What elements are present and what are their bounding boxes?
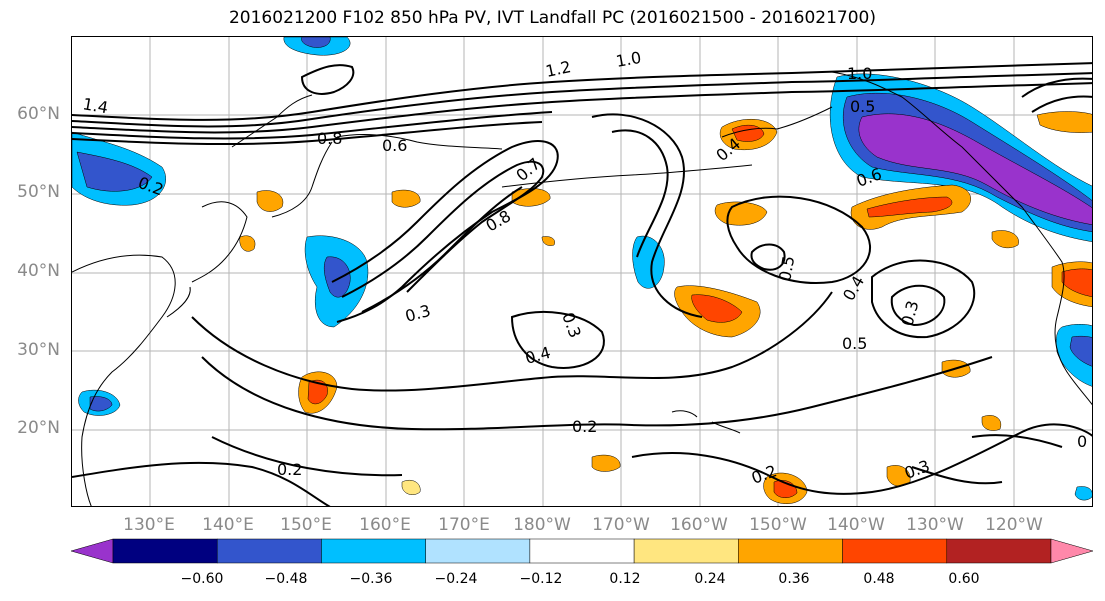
contour-label: 1.4 (81, 94, 109, 117)
colorbar-bin (633, 538, 739, 564)
colorbar-bin (842, 538, 948, 564)
lon-label-170e: 170°E (438, 515, 490, 535)
contour-label: 0.4 (839, 272, 868, 304)
colorbar-bin (738, 538, 843, 564)
contour-label: 0.3 (902, 456, 932, 483)
colorbar-extend-min (71, 538, 114, 564)
positive-shading (239, 111, 1092, 504)
colorbar-tick-label: −0.12 (519, 571, 563, 587)
lon-label-150w: 150°W (749, 515, 807, 535)
map-panel: 1.4 1.2 1.0 1.0 0.8 0.6 0.2 0.7 0.8 0.5 … (71, 36, 1093, 507)
contour-label: 0.5 (842, 334, 867, 353)
lon-label-140e: 140°E (202, 515, 254, 535)
colorbar-tick-label: 0.24 (694, 571, 726, 587)
contour-label: 0 (1077, 432, 1087, 451)
colorbar-tick-label: −0.60 (180, 571, 224, 587)
lon-label-120w: 120°W (985, 515, 1043, 535)
contour-label: 0.8 (317, 129, 342, 148)
contour-label: 0.3 (898, 299, 923, 329)
contour-label: 1.0 (847, 64, 872, 83)
lat-label-40n: 40°N (17, 261, 60, 281)
lat-label-50n: 50°N (17, 182, 60, 202)
contour-label: 0.2 (572, 417, 597, 436)
contour-label: 0.8 (483, 206, 515, 235)
contour-label: 0.3 (403, 301, 433, 326)
lon-label-130e: 130°E (123, 515, 175, 535)
lon-label-150e: 150°E (280, 515, 332, 535)
colorbar (71, 538, 1094, 564)
contour-label: 0.2 (277, 460, 302, 479)
colorbar-bin (321, 538, 426, 564)
map-title: 2016021200 F102 850 hPa PV, IVT Landfall… (228, 8, 876, 28)
lon-label-130w: 130°W (906, 515, 964, 535)
colorbar-tick-label: 0.60 (948, 571, 980, 587)
lon-label-160e: 160°E (359, 515, 411, 535)
lat-label-30n: 30°N (17, 340, 60, 360)
colorbar-tick-label: −0.24 (434, 571, 478, 587)
colorbar-tick-label: −0.36 (349, 571, 393, 587)
lon-label-140w: 140°W (827, 515, 885, 535)
contour-label: 1.0 (614, 48, 642, 71)
colorbar-tick-label: 0.36 (778, 571, 810, 587)
lon-label-180w: 180°W (513, 515, 571, 535)
colorbar-bin (529, 538, 635, 564)
lat-label-20n: 20°N (17, 418, 60, 438)
contour-label: 0.6 (382, 136, 407, 155)
colorbar-tick-label: 0.48 (863, 571, 895, 587)
colorbar-bin (216, 538, 322, 564)
colorbar-tick-label: 0.12 (609, 571, 641, 587)
colorbar-tick-label: −0.48 (264, 571, 308, 587)
lon-label-170w: 170°W (592, 515, 650, 535)
contour-label: 0.5 (850, 97, 875, 116)
map-canvas: 1.4 1.2 1.0 1.0 0.8 0.6 0.2 0.7 0.8 0.5 … (72, 37, 1092, 506)
contour-label: 0.4 (523, 343, 553, 368)
colorbar-bin (425, 538, 531, 564)
colorbar-bin (946, 538, 1052, 564)
contour-label: 0.3 (558, 310, 585, 340)
contour-label: 0.5 (775, 254, 798, 282)
pv-contours (72, 62, 1092, 506)
contour-label: 1.2 (544, 57, 573, 81)
colorbar-extend-max (1050, 538, 1094, 564)
lon-label-160w: 160°W (670, 515, 728, 535)
lat-label-60n: 60°N (17, 104, 60, 124)
colorbar-bin (112, 538, 218, 564)
